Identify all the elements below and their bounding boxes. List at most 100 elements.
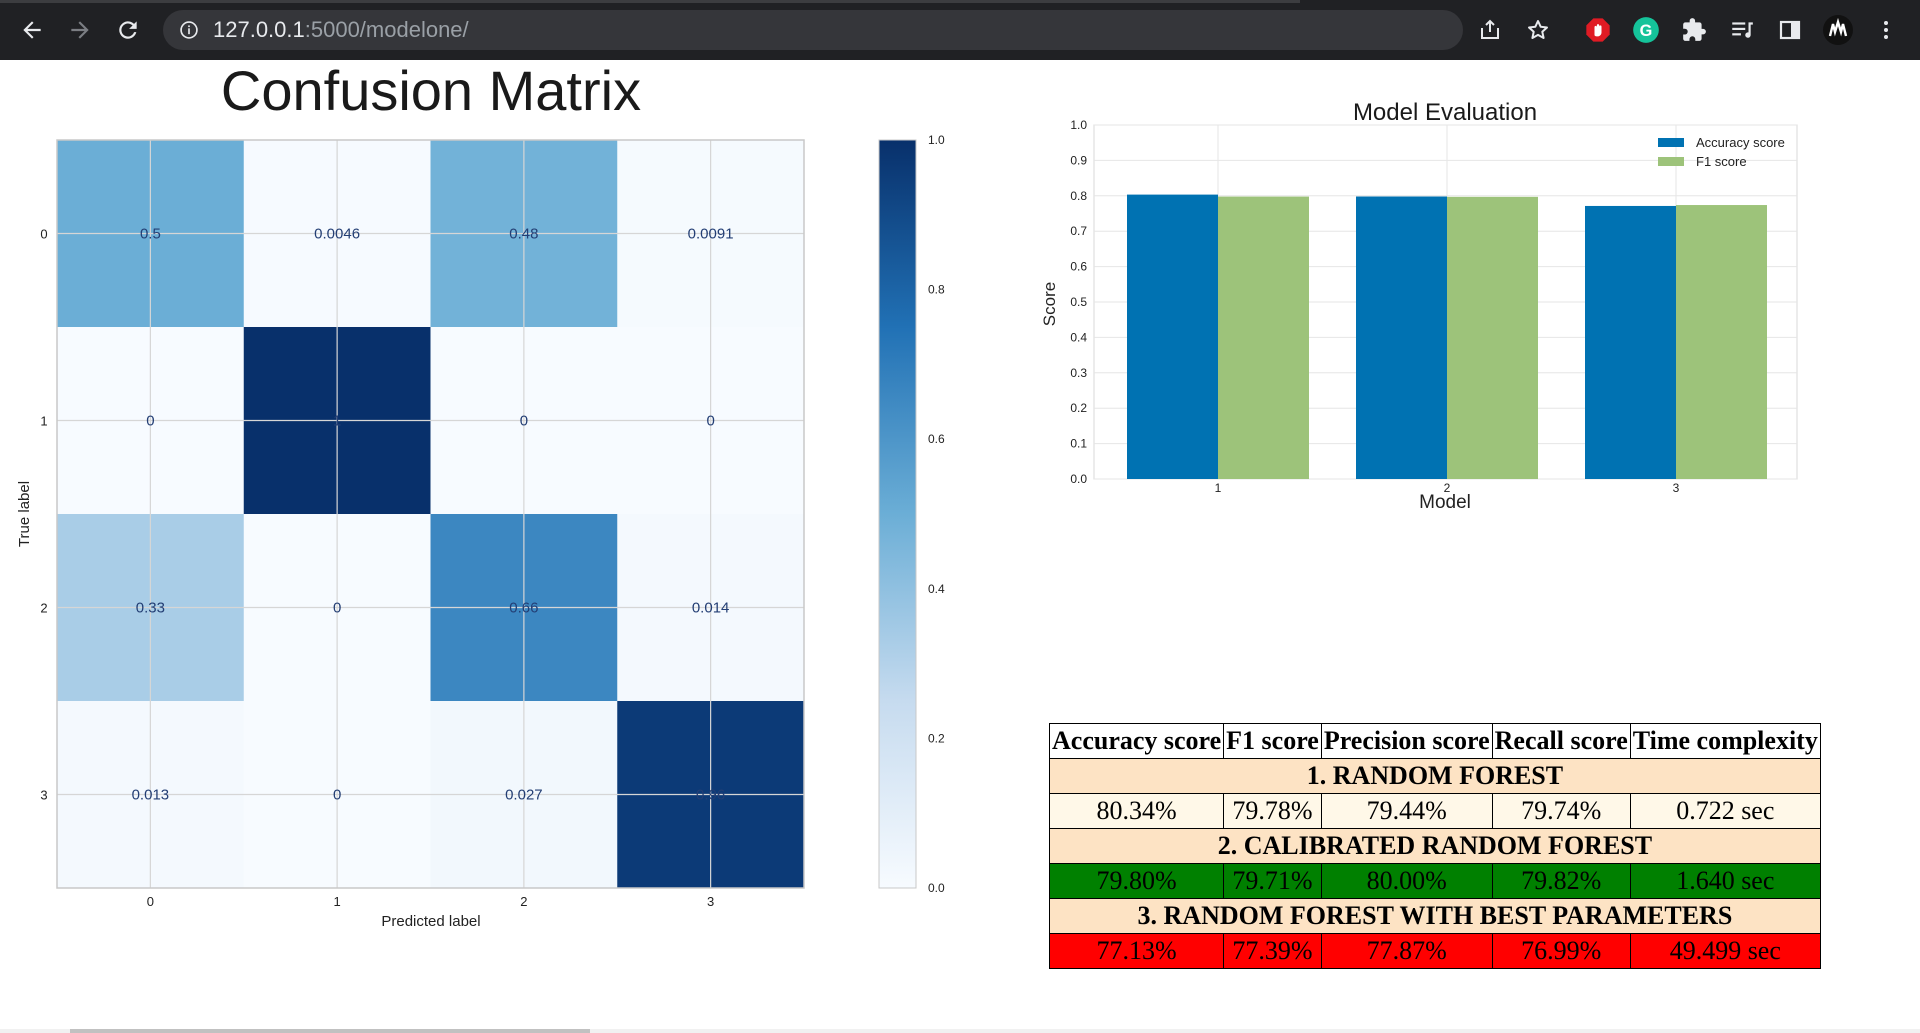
legend-label: F1 score	[1696, 154, 1747, 169]
colorbar-tick-label: 1.0	[928, 133, 945, 147]
chart-legend: Accuracy score F1 score	[1658, 135, 1785, 169]
legend-label: Accuracy score	[1696, 135, 1785, 150]
model-title: 1. RANDOM FOREST	[1049, 758, 1821, 794]
cell-value-label: 0.027	[505, 787, 543, 804]
cell-value-label: 0.0091	[688, 226, 734, 243]
colorbar-tick-label: 0.8	[928, 283, 945, 297]
bar	[1218, 196, 1309, 479]
header-time: Time complexity	[1629, 723, 1821, 759]
confusion-matrix-frame	[56, 139, 805, 889]
x-tick-labels: 0 1 2 3	[147, 894, 714, 909]
adblock-icon[interactable]	[1582, 14, 1614, 46]
header-accuracy: Accuracy score	[1048, 723, 1225, 759]
time-cell: 0.722 sec	[1629, 793, 1821, 829]
bar	[1447, 196, 1538, 479]
f1-cell: 79.78%	[1223, 793, 1322, 829]
side-panel-icon[interactable]	[1774, 14, 1806, 46]
colorbar	[878, 139, 917, 889]
cell-value-label: 0	[333, 787, 341, 804]
menu-icon[interactable]	[1870, 14, 1902, 46]
legend-swatch	[1658, 138, 1684, 147]
profile-avatar[interactable]	[1822, 14, 1854, 46]
confusion-matrix-values: 0.5 0.0046 0.48 0.0091 0 1 0 0 0.33 0 0.66 0.014 0.0…	[132, 226, 734, 804]
reading-list-icon[interactable]	[1726, 14, 1758, 46]
y-tick-label: 0.8	[1070, 189, 1087, 203]
model-title-row: 3. RANDOM FOREST WITH BEST PARAMETERS	[1049, 898, 1821, 934]
url-path: :5000/modelone/	[304, 17, 469, 42]
bar	[1676, 205, 1767, 479]
y-tick-label: 0.7	[1070, 224, 1087, 238]
back-icon[interactable]	[14, 12, 50, 48]
model-title: 2. CALIBRATED RANDOM FOREST	[1049, 828, 1821, 864]
bar	[1356, 196, 1447, 479]
cell-value-label: 1	[333, 413, 341, 430]
y-tick-label: 3	[40, 788, 47, 803]
confusion-matrix-title: Confusion Matrix	[221, 60, 641, 122]
y-tick-label: 0.0	[1070, 472, 1087, 486]
browser-toolbar: 127.0.0.1:5000/modelone/ G	[0, 0, 1920, 60]
cell-value-label: 0.5	[140, 226, 161, 243]
star-icon[interactable]	[1522, 14, 1554, 46]
url-host: 127.0.0.1	[213, 17, 305, 42]
time-cell: 1.640 sec	[1629, 863, 1821, 899]
y-tick-label: 0.6	[1070, 260, 1087, 274]
horizontal-scrollbar[interactable]	[0, 1029, 1920, 1033]
extensions-icon[interactable]	[1678, 14, 1710, 46]
x-tick-labels: 1 2 3	[1215, 481, 1680, 495]
accuracy-cell: 77.13%	[1048, 933, 1225, 969]
recall-cell: 79.74%	[1491, 793, 1631, 829]
precision-cell: 77.87%	[1320, 933, 1493, 969]
grammarly-icon[interactable]: G	[1630, 14, 1662, 46]
header-precision: Precision score	[1320, 723, 1493, 759]
x-tick-label: 1	[1215, 481, 1222, 495]
cell-value-label: 0	[706, 413, 714, 430]
confusion-matrix-grid	[57, 140, 804, 888]
table-row: 77.13% 77.39% 77.87% 76.99% 49.499 sec	[1048, 933, 1821, 969]
x-tick-label: 3	[1673, 481, 1680, 495]
share-icon[interactable]	[1474, 14, 1506, 46]
x-tick-label: 3	[707, 894, 714, 909]
x-axis-label: Predicted label	[381, 913, 480, 930]
y-tick-label: 0.1	[1070, 437, 1087, 451]
y-axis-label: Score	[1040, 282, 1059, 326]
y-tick-label: 0.5	[1070, 295, 1087, 309]
url-text[interactable]: 127.0.0.1:5000/modelone/	[213, 17, 469, 43]
colorbar-tick-label: 0.0	[928, 881, 945, 895]
cell-value-label: 0.66	[509, 600, 538, 617]
colorbar-tick-label: 0.4	[928, 582, 945, 596]
page-content: Confusion Matrix 0.5 0.0046 0.48 0.0091 0 1 0 0…	[0, 60, 1920, 1033]
model-title-row: 1. RANDOM FOREST	[1049, 758, 1821, 794]
header-f1: F1 score	[1223, 723, 1322, 759]
legend-swatch	[1658, 157, 1684, 166]
reload-icon[interactable]	[110, 12, 146, 48]
x-tick-label: 2	[1444, 481, 1451, 495]
address-bar[interactable]: 127.0.0.1:5000/modelone/	[163, 10, 1463, 50]
y-tick-label: 1	[40, 414, 47, 429]
table-header-row: Accuracy score F1 score Precision score …	[1048, 723, 1821, 759]
grammarly-letter: G	[1640, 22, 1653, 40]
bar	[1585, 205, 1676, 480]
recall-cell: 76.99%	[1491, 933, 1631, 969]
f1-cell: 77.39%	[1223, 933, 1322, 969]
colorbar-tick-labels: 0.0 0.2 0.4 0.6 0.8 1.0	[928, 133, 945, 895]
cell-value-label: 0.96	[696, 787, 725, 804]
model-title: 3. RANDOM FOREST WITH BEST PARAMETERS	[1049, 898, 1821, 934]
x-tick-label: 0	[147, 894, 154, 909]
forward-icon[interactable]	[62, 12, 98, 48]
time-cell: 49.499 sec	[1629, 933, 1821, 969]
x-tick-label: 1	[334, 894, 341, 909]
precision-cell: 79.44%	[1320, 793, 1493, 829]
cell-value-label: 0	[520, 413, 528, 430]
info-icon[interactable]	[179, 20, 199, 40]
recall-cell: 79.82%	[1491, 863, 1631, 899]
y-tick-label: 0	[40, 227, 47, 242]
x-axis-label: Model	[1419, 492, 1471, 513]
y-tick-label: 2	[40, 601, 47, 616]
y-tick-label: 1.0	[1070, 118, 1087, 132]
y-tick-labels: 0.0 0.1 0.2 0.3 0.4 0.5 0.6 0.7 0.8 0.9 1.0	[1070, 118, 1087, 486]
y-tick-label: 0.4	[1070, 330, 1087, 344]
colorbar-tick-label: 0.6	[928, 432, 945, 446]
scrollbar-thumb[interactable]	[70, 1029, 590, 1033]
confusion-matrix-cells	[57, 140, 805, 889]
y-tick-label: 0.3	[1070, 366, 1087, 380]
